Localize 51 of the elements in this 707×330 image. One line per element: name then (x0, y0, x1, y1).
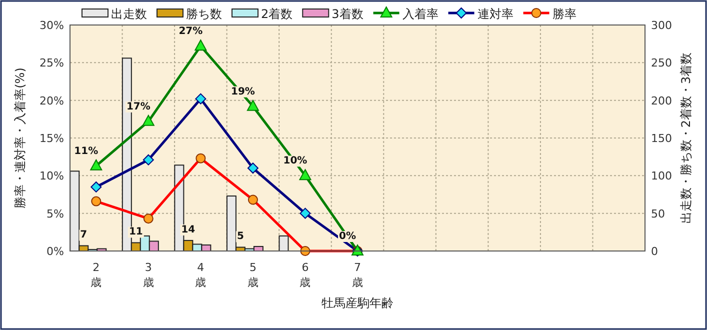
y-tick-label: 0% (46, 245, 64, 258)
data-label: 14 (181, 224, 196, 236)
y-axis-title: 勝率・連対率・入着率(%) (13, 68, 27, 208)
y2-tick-label: 200 (651, 94, 672, 108)
legend-label: 勝率 (552, 7, 576, 21)
y2-tick-label: 100 (651, 170, 672, 183)
point (142, 154, 154, 166)
y2-tick-label: 0 (651, 245, 658, 258)
x-tick-label: 4歳 (195, 261, 206, 289)
y-tick-label: 5% (46, 207, 64, 220)
y-tick-label: 15% (40, 132, 64, 145)
data-label: 11% (74, 146, 98, 157)
point (246, 100, 259, 111)
data-label: 27% (178, 26, 203, 38)
point (194, 40, 207, 51)
legend-label: 3着数 (332, 7, 364, 21)
data-label: 19% (230, 86, 255, 98)
x-tick-label: 2歳 (90, 261, 102, 289)
point (90, 159, 102, 170)
y2-tick-label: 150 (651, 132, 672, 145)
data-label: 5 (236, 231, 244, 242)
y2-tick-label: 300 (651, 19, 672, 32)
data-label: 10% (283, 156, 308, 167)
legend-label: 出走数 (111, 7, 147, 21)
y-tick-label: 10% (40, 170, 64, 183)
legend-label: 2着数 (261, 7, 293, 21)
point (90, 181, 102, 192)
bar (278, 235, 289, 252)
y-tick-label: 20% (40, 94, 64, 108)
point (142, 114, 154, 126)
legend-label: 連対率 (477, 7, 514, 21)
x-tick-label: 5歳 (247, 261, 258, 289)
data-label: 0% (339, 231, 356, 242)
x-tick-label: 6歳 (300, 261, 311, 289)
point (300, 208, 311, 219)
point (299, 169, 312, 180)
data-label: 7 (80, 230, 88, 241)
y2-axis-title: 出走数・勝ち数・2着数・3着数 (679, 52, 693, 224)
y-tick-label: 30% (40, 19, 64, 32)
legend-label: 勝ち数 (186, 7, 222, 21)
y2-tick-label: 50 (651, 207, 665, 220)
legend-label: 入着率 (402, 7, 438, 21)
y2-tick-label: 250 (651, 56, 672, 70)
data-label: 11 (128, 226, 143, 238)
x-tick-label: 3歳 (142, 261, 154, 289)
y-tick-label: 25% (40, 56, 64, 70)
point (247, 162, 258, 174)
x-tick-label: 7歳 (352, 261, 363, 289)
x-axis-title: 牡馬産駒年齢 (322, 296, 394, 310)
point (195, 93, 206, 104)
data-label: 17% (126, 101, 150, 112)
